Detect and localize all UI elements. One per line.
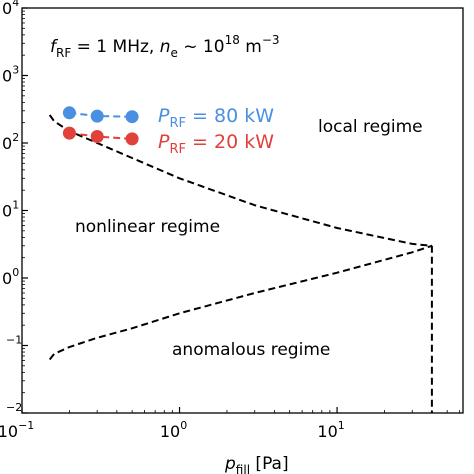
x-tick-label: 10−1 <box>0 419 34 441</box>
plot-marks <box>48 106 433 413</box>
upper-boundary <box>48 114 432 247</box>
y-tick-label: 03 <box>2 64 19 86</box>
legend-label-20kw: PRF = 20 kW <box>158 131 274 157</box>
x-axis-label: pfill [Pa] <box>224 454 289 474</box>
chart-header: fRF = 1 MHz, ne ~ 1018 m−3 <box>50 33 280 60</box>
region-label-anomalous: anomalous regime <box>172 340 330 360</box>
y-tick-label: 01 <box>2 199 19 221</box>
lower-boundary <box>48 244 433 361</box>
y-tick-label: 00 <box>2 266 19 288</box>
legend-label-80kw: PRF = 80 kW <box>158 105 274 131</box>
series-1-point <box>125 132 139 146</box>
x-tick-label: 100 <box>160 419 187 441</box>
series-0-point <box>62 106 76 120</box>
series-1-point <box>62 126 76 140</box>
y-tick-label: 02 <box>2 131 19 153</box>
x-tick-label: 101 <box>317 419 344 441</box>
region-label-nonlinear: nonlinear regime <box>75 217 220 237</box>
series-1-point <box>90 130 104 143</box>
y-axis: 04 03 02 01 00 −1 −2 <box>2 0 28 414</box>
y-tick-label: −2 <box>6 401 22 414</box>
x-axis: 10−1 100 101 <box>0 407 461 441</box>
region-label-local: local regime <box>318 117 423 137</box>
y-tick-label: 04 <box>2 0 19 18</box>
series-0-point <box>90 109 104 123</box>
series-0-point <box>125 110 139 124</box>
y-tick-label: −1 <box>6 334 22 347</box>
